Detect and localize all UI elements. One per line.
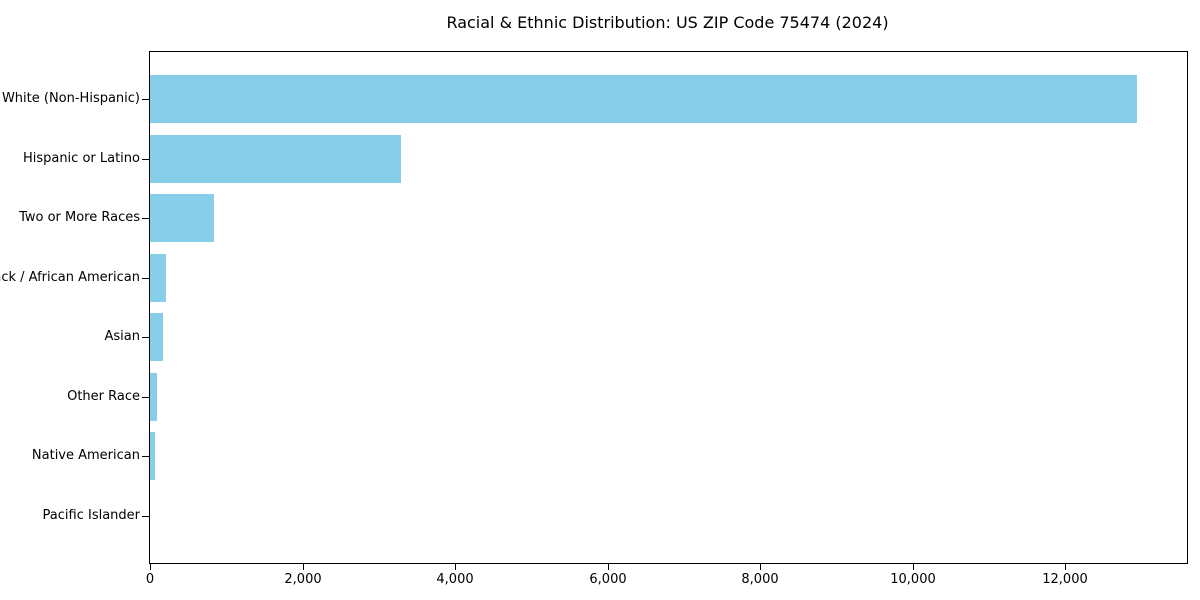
x-tick-label: 6,000: [589, 572, 627, 587]
x-tick-label: 10,000: [890, 572, 936, 587]
x-tick-mark: [608, 564, 609, 570]
y-tick-label: White (Non-Hispanic): [1, 91, 140, 106]
y-tick-label: Hispanic or Latino: [22, 151, 140, 166]
x-tick-mark: [150, 564, 151, 570]
chart-title: Racial & Ethnic Distribution: US ZIP Cod…: [446, 13, 889, 32]
bar-other-race: [150, 373, 157, 421]
y-tick-label: Native American: [31, 448, 140, 463]
x-tick-mark: [455, 564, 456, 570]
x-tick-label: 0: [145, 572, 155, 587]
y-tick-mark: [142, 516, 149, 517]
x-tick-mark: [303, 564, 304, 570]
y-tick-label: Black / African American: [0, 270, 140, 285]
y-tick-mark: [142, 456, 149, 457]
y-tick-label: Other Race: [67, 389, 140, 404]
bar-native-american: [150, 432, 155, 480]
bar-asian: [150, 313, 163, 361]
y-tick-mark: [142, 278, 149, 279]
y-tick-label: Asian: [104, 329, 140, 344]
x-tick-label: 12,000: [1042, 572, 1088, 587]
bar-white-non-hispanic: [150, 75, 1137, 123]
y-tick-label: Two or More Races: [19, 210, 140, 225]
y-tick-mark: [142, 159, 149, 160]
bar-black-african-american: [150, 254, 166, 302]
y-tick-mark: [142, 99, 149, 100]
bar-hispanic-or-latino: [150, 135, 401, 183]
x-tick-label: 2,000: [284, 572, 322, 587]
x-tick-mark: [1065, 564, 1066, 570]
y-tick-mark: [142, 337, 149, 338]
x-tick-mark: [760, 564, 761, 570]
x-tick-label: 8,000: [741, 572, 779, 587]
y-tick-mark: [142, 218, 149, 219]
x-tick-label: 4,000: [436, 572, 474, 587]
y-tick-label: Pacific Islander: [42, 508, 140, 523]
plot-area: White (Non-Hispanic) Hispanic or Latino Tw…: [0, 51, 1188, 587]
bar-two-or-more-races: [150, 194, 214, 242]
y-tick-mark: [142, 397, 149, 398]
x-tick-mark: [913, 564, 914, 570]
